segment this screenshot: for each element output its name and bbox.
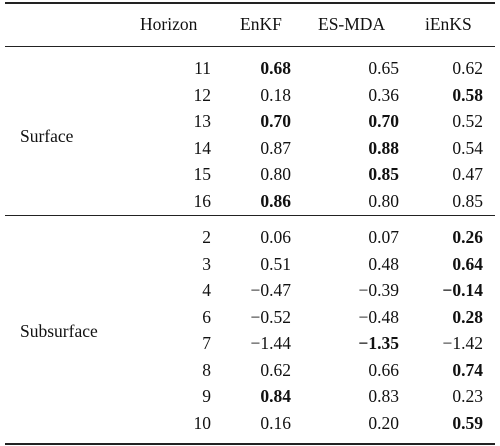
horizon-cell: 12 <box>193 84 212 105</box>
top-rule <box>5 2 495 4</box>
value-cell: 0.85 <box>452 190 483 211</box>
horizon-cell: 9 <box>202 386 211 406</box>
value-cell: −0.52 <box>250 306 292 327</box>
value-cell: 0.62 <box>260 359 291 380</box>
horizon-cell: 8 <box>202 359 211 380</box>
value-cell: −1.35 <box>358 333 399 353</box>
horizon-cell: 3 <box>202 253 211 274</box>
value-cell: −0.48 <box>358 306 400 327</box>
value-cell: 0.54 <box>452 137 483 158</box>
group-label: Surface <box>20 125 74 146</box>
value-cell: 0.48 <box>368 253 399 274</box>
horizon-cell: 6 <box>202 306 211 327</box>
value-cell: 0.88 <box>368 137 399 158</box>
value-cell: 0.36 <box>368 84 399 105</box>
value-cell: 0.86 <box>260 190 291 211</box>
group-divider-rule <box>5 215 495 216</box>
value-cell: 0.84 <box>260 386 291 406</box>
header-enkf: EnKF <box>240 14 282 34</box>
horizon-cell: 15 <box>193 164 212 184</box>
header-ienks: iEnKS <box>425 14 472 34</box>
value-cell: 0.87 <box>260 137 291 158</box>
value-cell: 0.85 <box>368 164 399 184</box>
value-cell: 0.51 <box>260 253 291 274</box>
value-cell: 0.26 <box>452 227 483 247</box>
value-cell: 0.16 <box>260 412 291 433</box>
horizon-cell: 14 <box>193 137 212 158</box>
value-cell: 0.66 <box>368 359 399 380</box>
value-cell: 0.70 <box>260 111 291 131</box>
horizon-cell: 2 <box>202 227 211 247</box>
value-cell: 0.80 <box>368 190 399 211</box>
horizon-cell: 13 <box>193 111 212 131</box>
value-cell: 0.23 <box>452 386 483 406</box>
value-cell: −0.39 <box>358 280 400 300</box>
value-cell: 0.62 <box>452 58 483 78</box>
value-cell: 0.70 <box>368 111 399 131</box>
value-cell: 0.20 <box>368 412 399 433</box>
value-cell: 0.07 <box>368 227 399 247</box>
value-cell: 0.83 <box>368 386 399 406</box>
horizon-cell: 11 <box>194 58 211 78</box>
value-cell: 0.65 <box>368 58 399 78</box>
value-cell: 0.52 <box>452 111 483 131</box>
value-cell: 0.18 <box>260 84 291 105</box>
value-cell: −0.47 <box>250 280 292 300</box>
value-cell: 0.58 <box>452 84 483 105</box>
horizon-cell: 10 <box>193 412 212 433</box>
value-cell: 0.80 <box>260 164 291 184</box>
value-cell: 0.64 <box>452 253 483 274</box>
header-horizon: Horizon <box>140 14 198 34</box>
horizon-cell: 7 <box>202 333 211 353</box>
value-cell: 0.68 <box>260 58 291 78</box>
value-cell: 0.28 <box>452 306 483 327</box>
value-cell: 0.06 <box>260 227 291 247</box>
horizon-cell: 16 <box>193 190 212 211</box>
header-rule <box>5 46 495 47</box>
value-cell: −1.42 <box>442 333 484 353</box>
value-cell: −1.44 <box>250 333 292 353</box>
group-label: Subsurface <box>20 321 98 341</box>
value-cell: 0.47 <box>452 164 483 184</box>
value-cell: 0.74 <box>452 359 483 380</box>
value-cell: −0.14 <box>442 280 483 300</box>
header-esmda: ES-MDA <box>318 14 386 34</box>
horizon-cell: 4 <box>202 280 211 300</box>
bottom-rule <box>5 443 495 445</box>
value-cell: 0.59 <box>452 412 483 433</box>
